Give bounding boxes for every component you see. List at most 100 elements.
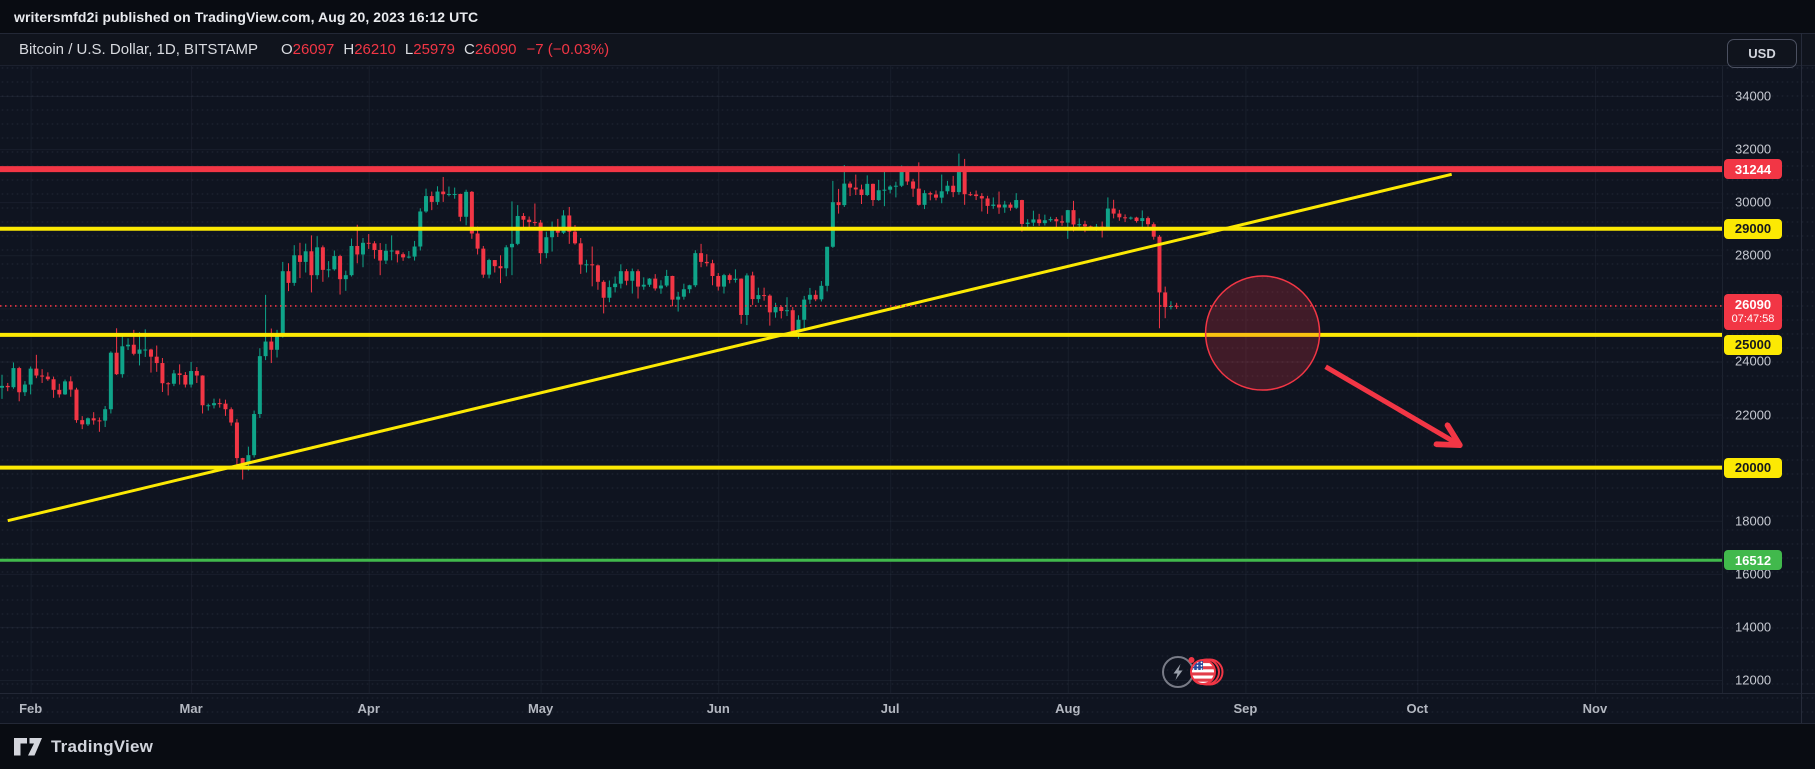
candle-body [1157, 236, 1162, 293]
tradingview-logo-icon [14, 737, 42, 755]
candle-body [492, 260, 497, 267]
candle-body [183, 374, 188, 385]
candle-body [481, 248, 486, 275]
candle-body [521, 215, 526, 220]
candle-body [716, 275, 721, 287]
currency-toggle-button[interactable]: USD [1727, 39, 1797, 68]
price-axis[interactable]: 3400032000300002800026000240002200020000… [1722, 66, 1802, 693]
candle-body [126, 344, 131, 347]
high-value: 26210 [354, 41, 396, 58]
candle-body [383, 250, 388, 261]
candle-body [1128, 217, 1133, 219]
price-tick-label: 30000 [1735, 194, 1772, 210]
candle-body [1019, 200, 1024, 224]
time-tick-mar: Mar [179, 701, 203, 716]
axis-gutter [1801, 33, 1815, 723]
candlestick-chart[interactable] [0, 66, 1722, 693]
candle-body [338, 256, 343, 280]
candle-body [870, 183, 875, 201]
candle-body [1042, 220, 1047, 224]
candle-body [1134, 217, 1139, 222]
close-label: C [463, 41, 475, 58]
candle-body [17, 368, 22, 393]
candle-body [269, 341, 274, 350]
price-tick-label: 16000 [1735, 566, 1772, 582]
candle-body [355, 245, 360, 255]
candle-body [401, 254, 406, 258]
candle-body [1060, 221, 1065, 223]
time-tick-may: May [527, 701, 554, 716]
candle-body [796, 319, 801, 332]
candle-body [744, 275, 749, 315]
time-axis[interactable]: Feb Mar Apr May Jun Jul Aug Sep Oct Nov [0, 693, 1815, 723]
notification-dot [1188, 657, 1195, 663]
price-tick-label: 14000 [1735, 619, 1772, 635]
candle-body [785, 310, 790, 312]
candle-body [504, 247, 509, 269]
candle-body [681, 289, 686, 297]
candle-body [928, 193, 933, 195]
change-value: −7 (−0.03%) [526, 41, 610, 58]
price-tick-label: 22000 [1735, 407, 1772, 423]
price-tick-label: 34000 [1735, 88, 1772, 104]
candle-body [641, 284, 646, 287]
candle-body [848, 183, 853, 188]
candle-body [911, 181, 916, 189]
candle-body [452, 193, 457, 195]
open-label: O [280, 41, 293, 58]
candle-body [435, 191, 440, 202]
candle-body [80, 420, 85, 425]
price-tick-label: 28000 [1735, 247, 1772, 263]
candle-body [613, 283, 618, 288]
candle-body [945, 185, 950, 192]
candle-body [458, 193, 463, 217]
price-line-label-29000: 29000 [1724, 218, 1782, 239]
candle-body [292, 255, 297, 283]
candle-body [595, 265, 600, 282]
candle-body [693, 253, 698, 286]
candle-body [45, 376, 50, 380]
candle-body [922, 193, 927, 205]
candle-body [366, 242, 371, 244]
candle-body [664, 275, 669, 286]
candle-body [979, 196, 984, 199]
candle-body [108, 352, 113, 410]
highlight-circle[interactable] [1204, 275, 1321, 391]
candle-body [859, 189, 864, 196]
candle-body [326, 269, 331, 271]
candle-body [68, 381, 73, 390]
last-price-label: 26090 07:47:58 [1724, 293, 1782, 330]
candle-body [997, 204, 1002, 208]
chart-region[interactable] [0, 33, 1815, 723]
candle-body [933, 194, 938, 198]
candle-body [406, 256, 411, 258]
candle-body [532, 222, 537, 224]
candle-body [624, 271, 629, 281]
candle-body [699, 253, 704, 262]
price-tick-label: 24000 [1735, 353, 1772, 369]
candle-body [469, 191, 474, 234]
candle-body [234, 422, 239, 459]
candle-body [137, 349, 142, 354]
trendline[interactable] [7, 172, 1453, 523]
candle-body [790, 310, 795, 332]
candle-body [836, 202, 841, 206]
candle-body [97, 420, 102, 422]
time-tick-jul: Jul [880, 701, 900, 716]
candle-body [905, 171, 910, 182]
candle-body [865, 183, 870, 196]
price-pane[interactable] [0, 66, 1722, 693]
candle-body [389, 250, 394, 252]
candle-body [1008, 204, 1013, 208]
candle-body [297, 255, 302, 262]
price-line-label-25000: 25000 [1724, 334, 1782, 355]
candle-body [114, 352, 119, 375]
candle-body [1077, 224, 1082, 226]
lightning-icon [1173, 664, 1183, 680]
candle-body [286, 271, 291, 283]
time-tick-sep: Sep [1233, 701, 1258, 716]
candle-body [360, 242, 365, 255]
down-arrow[interactable] [1324, 364, 1458, 444]
candle-body [57, 389, 62, 395]
candle-body [653, 278, 658, 289]
